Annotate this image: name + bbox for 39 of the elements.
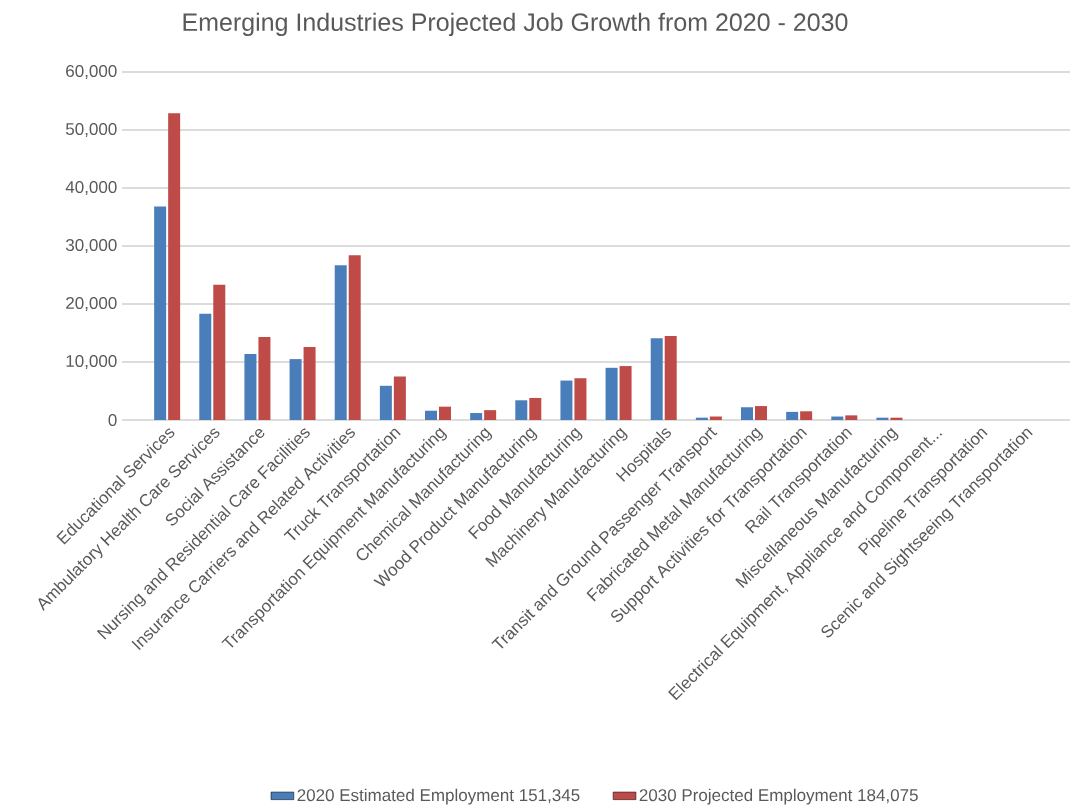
bar xyxy=(664,335,677,420)
legend-label: 2020 Estimated Employment 151,345 xyxy=(297,788,580,805)
bar xyxy=(650,338,663,420)
y-tick-label: 30,000 xyxy=(65,238,117,254)
bar xyxy=(786,411,799,420)
bar xyxy=(560,380,573,420)
bar xyxy=(289,359,302,420)
bar xyxy=(800,411,813,420)
bar xyxy=(605,367,618,420)
bar xyxy=(348,255,361,420)
y-tick-label: 10,000 xyxy=(66,354,117,370)
bar xyxy=(213,284,226,420)
bar xyxy=(470,413,483,420)
bar xyxy=(439,406,451,420)
bar xyxy=(154,206,167,420)
bar xyxy=(574,378,587,420)
chart-title: Emerging Industries Projected Job Growth from 2020 - 2030 xyxy=(183,12,848,36)
y-tick-label: 50,000 xyxy=(65,122,117,138)
bar xyxy=(619,366,632,420)
bar xyxy=(258,337,271,420)
bar xyxy=(199,313,212,420)
legend-label: 2030 Projected Employment 184,075 xyxy=(639,788,918,805)
bar xyxy=(515,400,528,420)
bar xyxy=(845,415,858,420)
bar xyxy=(393,376,406,420)
y-tick-label: 60,000 xyxy=(66,64,117,80)
bar xyxy=(425,410,437,420)
bar xyxy=(741,407,754,420)
bar xyxy=(168,113,181,420)
bar xyxy=(244,353,257,420)
bar xyxy=(484,410,497,420)
bar xyxy=(303,346,316,420)
bar xyxy=(755,406,768,420)
y-tick-label: 20,000 xyxy=(66,296,117,312)
bar xyxy=(529,397,542,420)
y-tick-label: 40,000 xyxy=(65,180,117,196)
bar xyxy=(379,385,392,420)
bar xyxy=(334,265,347,420)
y-tick-label: 0 xyxy=(108,413,117,427)
